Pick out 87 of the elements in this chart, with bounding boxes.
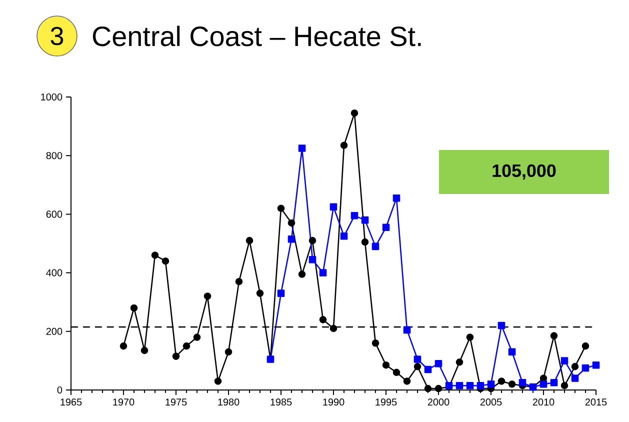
point — [550, 332, 558, 340]
point — [288, 235, 296, 243]
point — [224, 348, 232, 356]
point — [298, 270, 306, 278]
point — [140, 346, 148, 354]
point — [403, 378, 411, 385]
point — [277, 290, 285, 297]
point — [288, 219, 296, 227]
point — [151, 252, 159, 259]
point — [361, 216, 369, 224]
point — [424, 366, 432, 374]
point — [182, 342, 190, 350]
point — [308, 256, 316, 264]
point — [162, 257, 170, 265]
point — [308, 236, 316, 244]
y-tick-label: 400 — [46, 269, 62, 276]
point — [592, 361, 600, 369]
point — [456, 358, 464, 366]
y-tick-label: 0 — [57, 386, 62, 394]
point — [382, 361, 390, 369]
x-tick-label: 1995 — [376, 398, 397, 406]
point — [340, 232, 348, 240]
x-tick-label: 1980 — [218, 398, 240, 406]
x-tick-label: 1965 — [60, 398, 82, 406]
point — [508, 348, 516, 356]
point — [172, 352, 180, 360]
point — [204, 292, 212, 300]
point — [476, 382, 484, 390]
x-tick-label: 2015 — [585, 398, 607, 406]
text: 3 — [50, 26, 64, 46]
point — [130, 304, 138, 312]
point — [508, 380, 516, 388]
x-tick-label: 2005 — [480, 398, 502, 406]
point — [214, 378, 222, 385]
point — [330, 324, 338, 332]
point — [540, 380, 548, 388]
point — [319, 269, 327, 276]
point — [403, 326, 411, 334]
x-tick-label: 1985 — [270, 398, 292, 406]
point — [518, 379, 526, 386]
point — [498, 378, 506, 385]
point — [298, 144, 306, 152]
point — [193, 334, 201, 341]
point — [330, 203, 338, 211]
point — [235, 278, 243, 286]
x-tick-label: 1990 — [323, 398, 344, 406]
point — [372, 339, 380, 347]
annotation: 105,000 — [492, 164, 556, 180]
y-tick-label: 600 — [46, 210, 62, 218]
point — [319, 316, 327, 324]
point — [560, 382, 568, 390]
y-tick-label: 800 — [46, 152, 62, 160]
point — [246, 236, 254, 244]
point — [582, 364, 590, 372]
point — [434, 384, 442, 392]
point — [256, 290, 264, 297]
point — [498, 322, 506, 330]
point — [414, 356, 422, 363]
x-tick-label: 1975 — [166, 398, 187, 406]
point — [392, 368, 400, 376]
point — [434, 360, 442, 368]
point — [361, 238, 369, 246]
x-tick-label: 2000 — [428, 398, 450, 406]
point — [392, 194, 400, 202]
point — [382, 224, 390, 232]
point — [277, 204, 285, 212]
point — [571, 374, 579, 382]
point — [550, 379, 558, 386]
point — [350, 212, 358, 220]
point — [340, 142, 348, 149]
point — [466, 382, 474, 390]
point — [560, 357, 568, 364]
point — [424, 384, 432, 392]
point — [120, 342, 128, 350]
point — [414, 362, 422, 370]
point — [372, 242, 380, 250]
x-tick-label: 2010 — [532, 398, 554, 406]
point — [582, 342, 590, 350]
point — [487, 380, 495, 388]
x-tick-label: 1970 — [113, 398, 134, 406]
chart-title: Central Coast – Hecate St. — [92, 26, 421, 46]
y-tick-label: 200 — [46, 328, 62, 335]
point — [456, 382, 464, 390]
y-tick-label: 1000 — [41, 93, 62, 101]
point — [466, 334, 474, 341]
point — [571, 362, 579, 370]
point — [350, 109, 358, 117]
